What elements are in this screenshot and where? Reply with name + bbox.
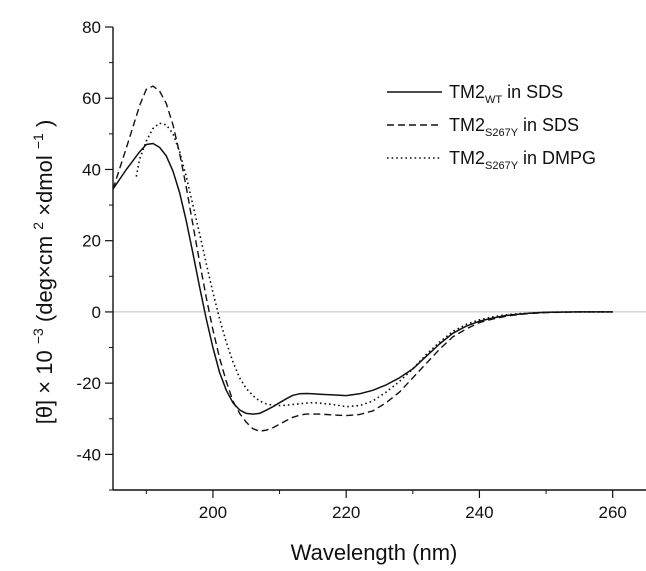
y-axis-title: [θ] × 10 −3 (deg×cm 2 ×dmol −1 ): [23, 120, 57, 425]
y-axis-title-middle: (deg×cm: [32, 236, 57, 322]
y-axis-title-exp3: −1: [30, 133, 46, 149]
x-axis-title: Wavelength (nm): [291, 540, 458, 565]
legend-label-3: TM2S267Y in DMPG: [449, 148, 596, 172]
x-tick-label-220: 220: [332, 503, 360, 522]
legend-label-2: TM2S267Y in SDS: [449, 115, 579, 139]
tick-labels: 200 220 240 260 -40 -20 0 20 40 60 80: [76, 18, 626, 522]
legend: TM2WT in SDS TM2S267Y in SDS TM2S267Y in D…: [387, 82, 596, 172]
y-tick-label-0: 0: [92, 303, 101, 322]
series-line-2: [112, 85, 613, 432]
y-tick-label-80: 80: [82, 18, 101, 37]
y-tick-label--20: -20: [76, 374, 101, 393]
y-axis-title-suffix: ): [32, 120, 57, 127]
x-tick-label-260: 260: [599, 503, 627, 522]
legend-label-1: TM2WT in SDS: [449, 82, 563, 106]
y-axis-title-exp2: 2: [30, 222, 46, 230]
series-lines: [112, 85, 613, 432]
y-tick-label--40: -40: [76, 445, 101, 464]
tick-marks: [105, 26, 614, 498]
y-tick-label-40: 40: [82, 160, 101, 179]
y-axis-title-exp1: −3: [30, 328, 46, 344]
x-tick-label-240: 240: [465, 503, 493, 522]
x-tick-label-200: 200: [199, 503, 227, 522]
y-tick-label-60: 60: [82, 89, 101, 108]
y-axis-title-middle2: ×dmol: [32, 155, 57, 216]
y-axis-title-prefix: [θ] × 10: [32, 350, 57, 424]
series-line-1: [112, 142, 613, 415]
axes: [112, 27, 646, 491]
y-tick-label-20: 20: [82, 232, 101, 251]
